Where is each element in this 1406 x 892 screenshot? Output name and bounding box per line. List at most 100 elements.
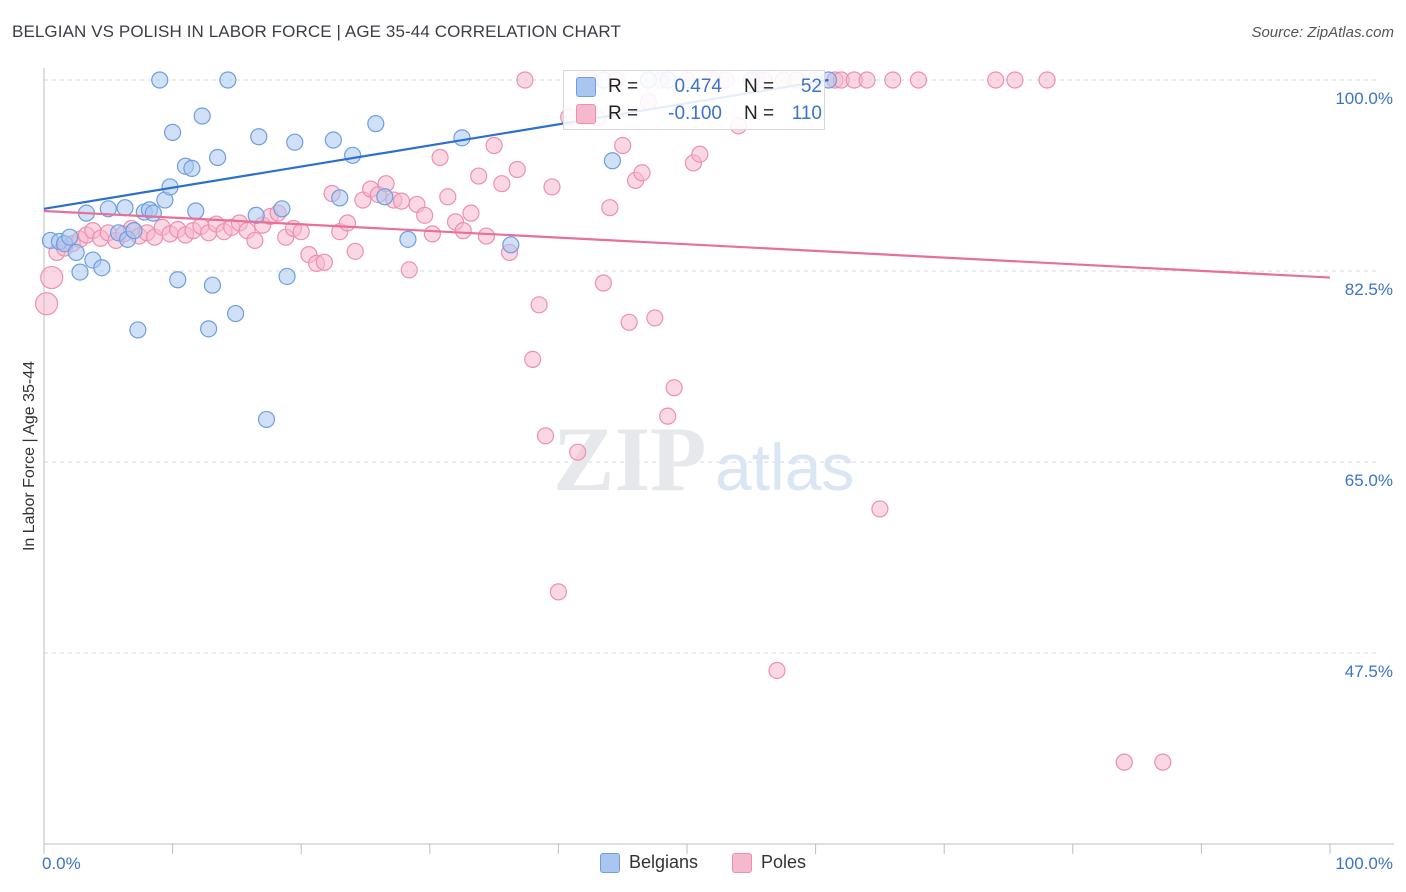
belgian-point (344, 146, 362, 164)
belgians-points (41, 71, 838, 429)
belgian-point (273, 200, 291, 218)
belgians-n-value: 52 (800, 76, 822, 97)
pole-point (338, 214, 357, 232)
pole-point (40, 265, 64, 290)
belgian-point (129, 321, 147, 339)
pole-point (665, 379, 683, 397)
pole-point (594, 274, 613, 292)
pole-point (1038, 71, 1056, 89)
pole-point (470, 167, 488, 185)
stats-legend: R = 0.474 N = 52 R = -0.100 N = 110 (563, 70, 825, 130)
belgian-point (227, 304, 245, 323)
pole-point (987, 71, 1005, 89)
watermark: ZIP atlas (553, 408, 854, 510)
x-tick-label: 100.0% (1335, 854, 1393, 873)
pole-point (392, 192, 411, 210)
pole-point (633, 164, 651, 182)
pole-point (858, 71, 876, 89)
belgians-legend-label: Belgians (628, 852, 698, 872)
belgian-point (367, 115, 385, 133)
y-tick-label: 47.5% (1345, 662, 1393, 681)
belgian-point (603, 152, 622, 170)
belgian-point (164, 123, 182, 141)
pole-point (485, 136, 503, 155)
pole-point (1006, 71, 1024, 89)
pole-point (315, 253, 333, 271)
legend-item-poles[interactable]: Poles (732, 852, 806, 873)
poles-legend-swatch (732, 852, 752, 873)
pole-point (439, 188, 457, 206)
belgians-r-label: R = (608, 76, 639, 97)
pole-point (614, 136, 632, 155)
belgian-point (376, 188, 394, 206)
poles-swatch (576, 104, 596, 124)
poles-r-value: -0.100 (668, 103, 722, 124)
pole-point (431, 148, 449, 167)
belgian-point (250, 128, 268, 146)
pole-point (493, 175, 511, 193)
pole-point (462, 204, 480, 222)
pole-point (646, 309, 664, 327)
belgian-point (125, 222, 143, 240)
belgian-point (331, 189, 349, 207)
pole-point (1154, 753, 1172, 771)
belgian-point (193, 107, 211, 125)
x-tick-label: 0.0% (42, 854, 81, 873)
belgian-point (169, 271, 187, 289)
poles-r-label: R = (608, 103, 639, 124)
pole-point (423, 225, 441, 243)
source-credit: Source: ZipAtlas.com (1251, 24, 1394, 41)
pole-point (691, 145, 709, 163)
belgian-point (183, 159, 201, 178)
belgians-n-label: N = (744, 76, 775, 97)
belgian-point (67, 243, 85, 262)
pole-point (454, 222, 472, 240)
belgians-swatch (576, 77, 596, 97)
pole-point (884, 71, 902, 89)
belgian-point (71, 263, 89, 281)
pole-point (246, 231, 264, 250)
pole-point (909, 71, 928, 89)
pole-point (871, 500, 889, 518)
belgian-point (203, 276, 222, 294)
stats-row-belgians: R = 0.474 N = 52 (576, 74, 822, 100)
belgian-point (324, 131, 342, 149)
tick-labels: 100.0% 82.5% 65.0% 47.5% 0.0% 100.0% (42, 89, 1393, 873)
pole-point (1115, 753, 1133, 771)
stats-row-poles: R = -0.100 N = 110 (576, 101, 822, 127)
pole-point (549, 583, 568, 601)
pole-point (659, 407, 677, 425)
belgian-point (200, 320, 218, 338)
pole-point (292, 223, 310, 241)
pole-point (508, 160, 526, 179)
pole-point (543, 178, 561, 196)
series-legend: Belgians Poles (0, 852, 1406, 873)
pole-point (516, 71, 534, 89)
belgian-point (502, 236, 520, 254)
belgian-point (144, 204, 162, 222)
y-tick-label: 65.0% (1345, 471, 1393, 490)
pole-point (768, 661, 786, 680)
belgian-point (257, 410, 276, 429)
y-tick-label: 100.0% (1335, 89, 1393, 108)
pole-point (477, 227, 495, 245)
pole-point (601, 199, 619, 217)
belgian-point (278, 267, 296, 286)
pole-point (620, 313, 638, 331)
pole-point (524, 350, 542, 369)
belgian-point (219, 71, 237, 89)
chart-title: BELGIAN VS POLISH IN LABOR FORCE | AGE 3… (12, 22, 621, 41)
belgian-point (187, 202, 205, 220)
pole-point (569, 443, 587, 461)
pole-point (34, 292, 59, 316)
pole-point (536, 427, 555, 445)
poles-n-label: N = (744, 103, 775, 124)
belgian-point (209, 148, 227, 167)
pole-point (346, 242, 364, 260)
legend-item-belgians[interactable]: Belgians (599, 852, 698, 873)
belgian-point (453, 129, 471, 147)
gridlines (44, 79, 1380, 654)
y-tick-label: 82.5% (1345, 280, 1393, 299)
belgian-point (93, 259, 111, 277)
